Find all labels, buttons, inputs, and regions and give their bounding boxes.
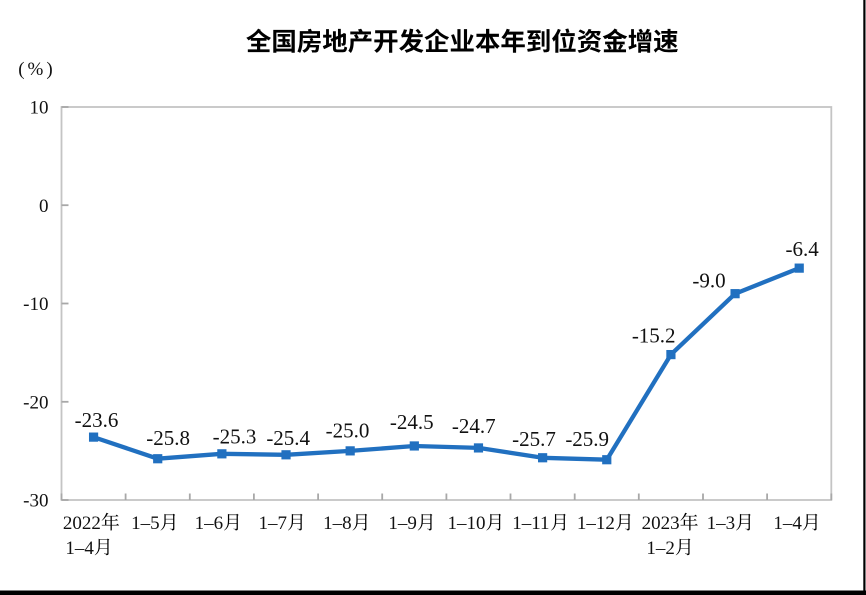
svg-text:-24.7: -24.7 [452, 414, 496, 438]
svg-text:1–4: 1–4 [65, 538, 94, 559]
svg-text:10: 10 [30, 98, 49, 119]
svg-text:-10: -10 [23, 294, 48, 315]
svg-text:(%): (%) [18, 59, 55, 80]
svg-text:1–9: 1–9 [388, 513, 417, 534]
svg-text:-25.7: -25.7 [512, 427, 556, 451]
svg-text:1–4: 1–4 [773, 513, 802, 534]
svg-text:1–3: 1–3 [707, 513, 736, 534]
svg-text:-25.8: -25.8 [146, 426, 190, 450]
svg-text:-24.5: -24.5 [390, 410, 434, 434]
svg-text:-23.6: -23.6 [75, 408, 119, 432]
svg-text:2022: 2022 [63, 513, 101, 534]
svg-text:-6.4: -6.4 [785, 237, 819, 261]
svg-text:1–7: 1–7 [259, 513, 288, 534]
svg-text:1–6: 1–6 [195, 513, 224, 534]
svg-text:1–8: 1–8 [323, 513, 352, 534]
svg-text:-25.3: -25.3 [213, 425, 257, 449]
svg-text:1–2: 1–2 [646, 538, 675, 559]
svg-text:-25.0: -25.0 [326, 419, 370, 443]
svg-text:0: 0 [39, 196, 49, 217]
svg-text:1–5: 1–5 [131, 513, 160, 534]
svg-text:-20: -20 [23, 392, 48, 413]
svg-text:-30: -30 [23, 491, 48, 512]
svg-text:-9.0: -9.0 [692, 268, 725, 292]
svg-text:-25.9: -25.9 [565, 427, 609, 451]
svg-text:1–11: 1–11 [512, 513, 549, 534]
svg-text:-15.2: -15.2 [632, 324, 676, 348]
svg-text:-25.4: -25.4 [266, 426, 310, 450]
svg-text:1–10: 1–10 [448, 513, 486, 534]
svg-text:1–12: 1–12 [577, 513, 615, 534]
svg-text:2023: 2023 [642, 513, 680, 534]
